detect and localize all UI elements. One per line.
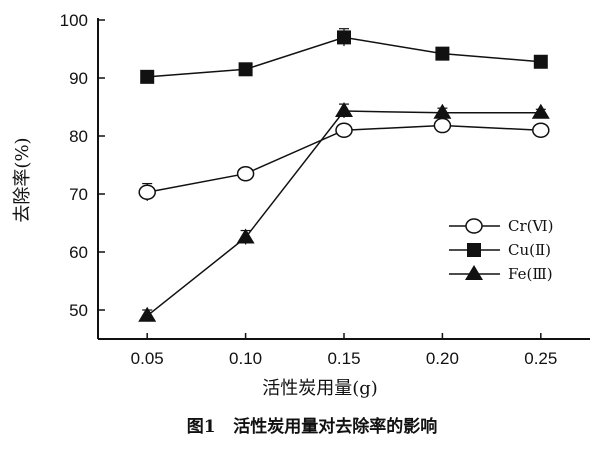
- data-point: [533, 54, 548, 69]
- data-point: [531, 103, 550, 119]
- y-axis-label: 去除率(%): [12, 137, 33, 222]
- y-ticks: 50 60 70 80 90 100: [60, 11, 105, 320]
- x-tick-label: 0.05: [131, 349, 164, 368]
- legend-label: Cu(Ⅱ): [508, 241, 551, 259]
- data-point: [335, 102, 353, 118]
- data-point: [236, 228, 255, 244]
- series-filled-square: [140, 28, 548, 84]
- data-point: [236, 165, 255, 182]
- x-tick-label: 0.10: [229, 349, 262, 368]
- y-tick-label: 100: [60, 11, 88, 30]
- data-point: [238, 62, 253, 77]
- axes: [97, 18, 590, 340]
- data-point: [435, 46, 450, 61]
- data-point: [140, 69, 155, 84]
- x-axis-label: 活性炭用量(g): [262, 378, 378, 399]
- x-ticks: 0.05 0.10 0.15 0.20 0.25: [131, 333, 557, 368]
- data-point: [335, 122, 353, 138]
- legend-label: Cr(Ⅵ): [508, 217, 553, 235]
- legend-marker: [467, 243, 481, 257]
- legend-label: Fe(Ⅲ): [508, 265, 553, 283]
- data-point: [433, 117, 452, 134]
- y-tick-label: 80: [69, 127, 88, 146]
- data-point: [532, 122, 550, 138]
- series: [138, 28, 550, 322]
- series-open-circle: [138, 117, 550, 201]
- series-line: [146, 110, 541, 317]
- x-tick-label: 0.20: [426, 349, 459, 368]
- x-tick-label: 0.25: [524, 349, 557, 368]
- y-tick-label: 50: [69, 301, 88, 320]
- legend: Cr(Ⅵ) Cu(Ⅱ) Fe(Ⅲ): [449, 217, 553, 283]
- y-tick-label: 70: [69, 185, 88, 204]
- legend-marker: [465, 218, 483, 234]
- legend-item: Cr(Ⅵ): [449, 217, 553, 235]
- legend-item: Cu(Ⅱ): [449, 241, 551, 259]
- legend-item: Fe(Ⅲ): [449, 265, 553, 283]
- data-point: [138, 184, 156, 201]
- data-point: [433, 103, 452, 119]
- x-tick-label: 0.15: [327, 349, 360, 368]
- legend-marker: [465, 265, 483, 280]
- y-tick-label: 60: [69, 243, 88, 262]
- y-tick-label: 90: [69, 69, 88, 88]
- figure-caption: 图1 活性炭用量对去除率的影响: [187, 416, 438, 437]
- data-point: [138, 306, 157, 322]
- data-point: [337, 30, 351, 45]
- series-filled-triangle: [138, 102, 550, 322]
